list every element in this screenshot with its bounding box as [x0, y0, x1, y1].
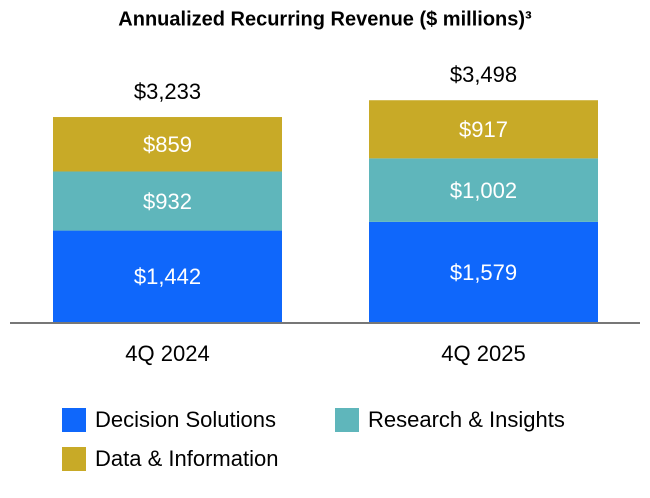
value-label: $1,579	[450, 260, 517, 285]
value-label: $917	[459, 117, 508, 142]
legend-label: Data & Information	[95, 446, 278, 471]
bar-segment	[53, 230, 282, 322]
legend-swatch	[62, 447, 86, 471]
value-label: $859	[143, 132, 192, 157]
bar-segment	[369, 221, 598, 322]
legend-label: Decision Solutions	[95, 407, 276, 432]
legend-swatch	[335, 408, 359, 432]
chart-title: Annualized Recurring Revenue ($ millions…	[118, 8, 532, 30]
bar-segment	[53, 117, 282, 172]
bar-segment	[369, 100, 598, 159]
total-label: $3,498	[450, 62, 517, 87]
x-tick-label: 4Q 2024	[125, 341, 209, 366]
total-label: $3,233	[134, 79, 201, 104]
bar-segment	[369, 158, 598, 222]
x-tick-label: 4Q 2025	[441, 341, 525, 366]
value-label: $932	[143, 189, 192, 214]
value-label: $1,002	[450, 178, 517, 203]
legend-label: Research & Insights	[368, 407, 565, 432]
legend-swatch	[62, 408, 86, 432]
bar-segment	[53, 171, 282, 231]
value-label: $1,442	[134, 264, 201, 289]
